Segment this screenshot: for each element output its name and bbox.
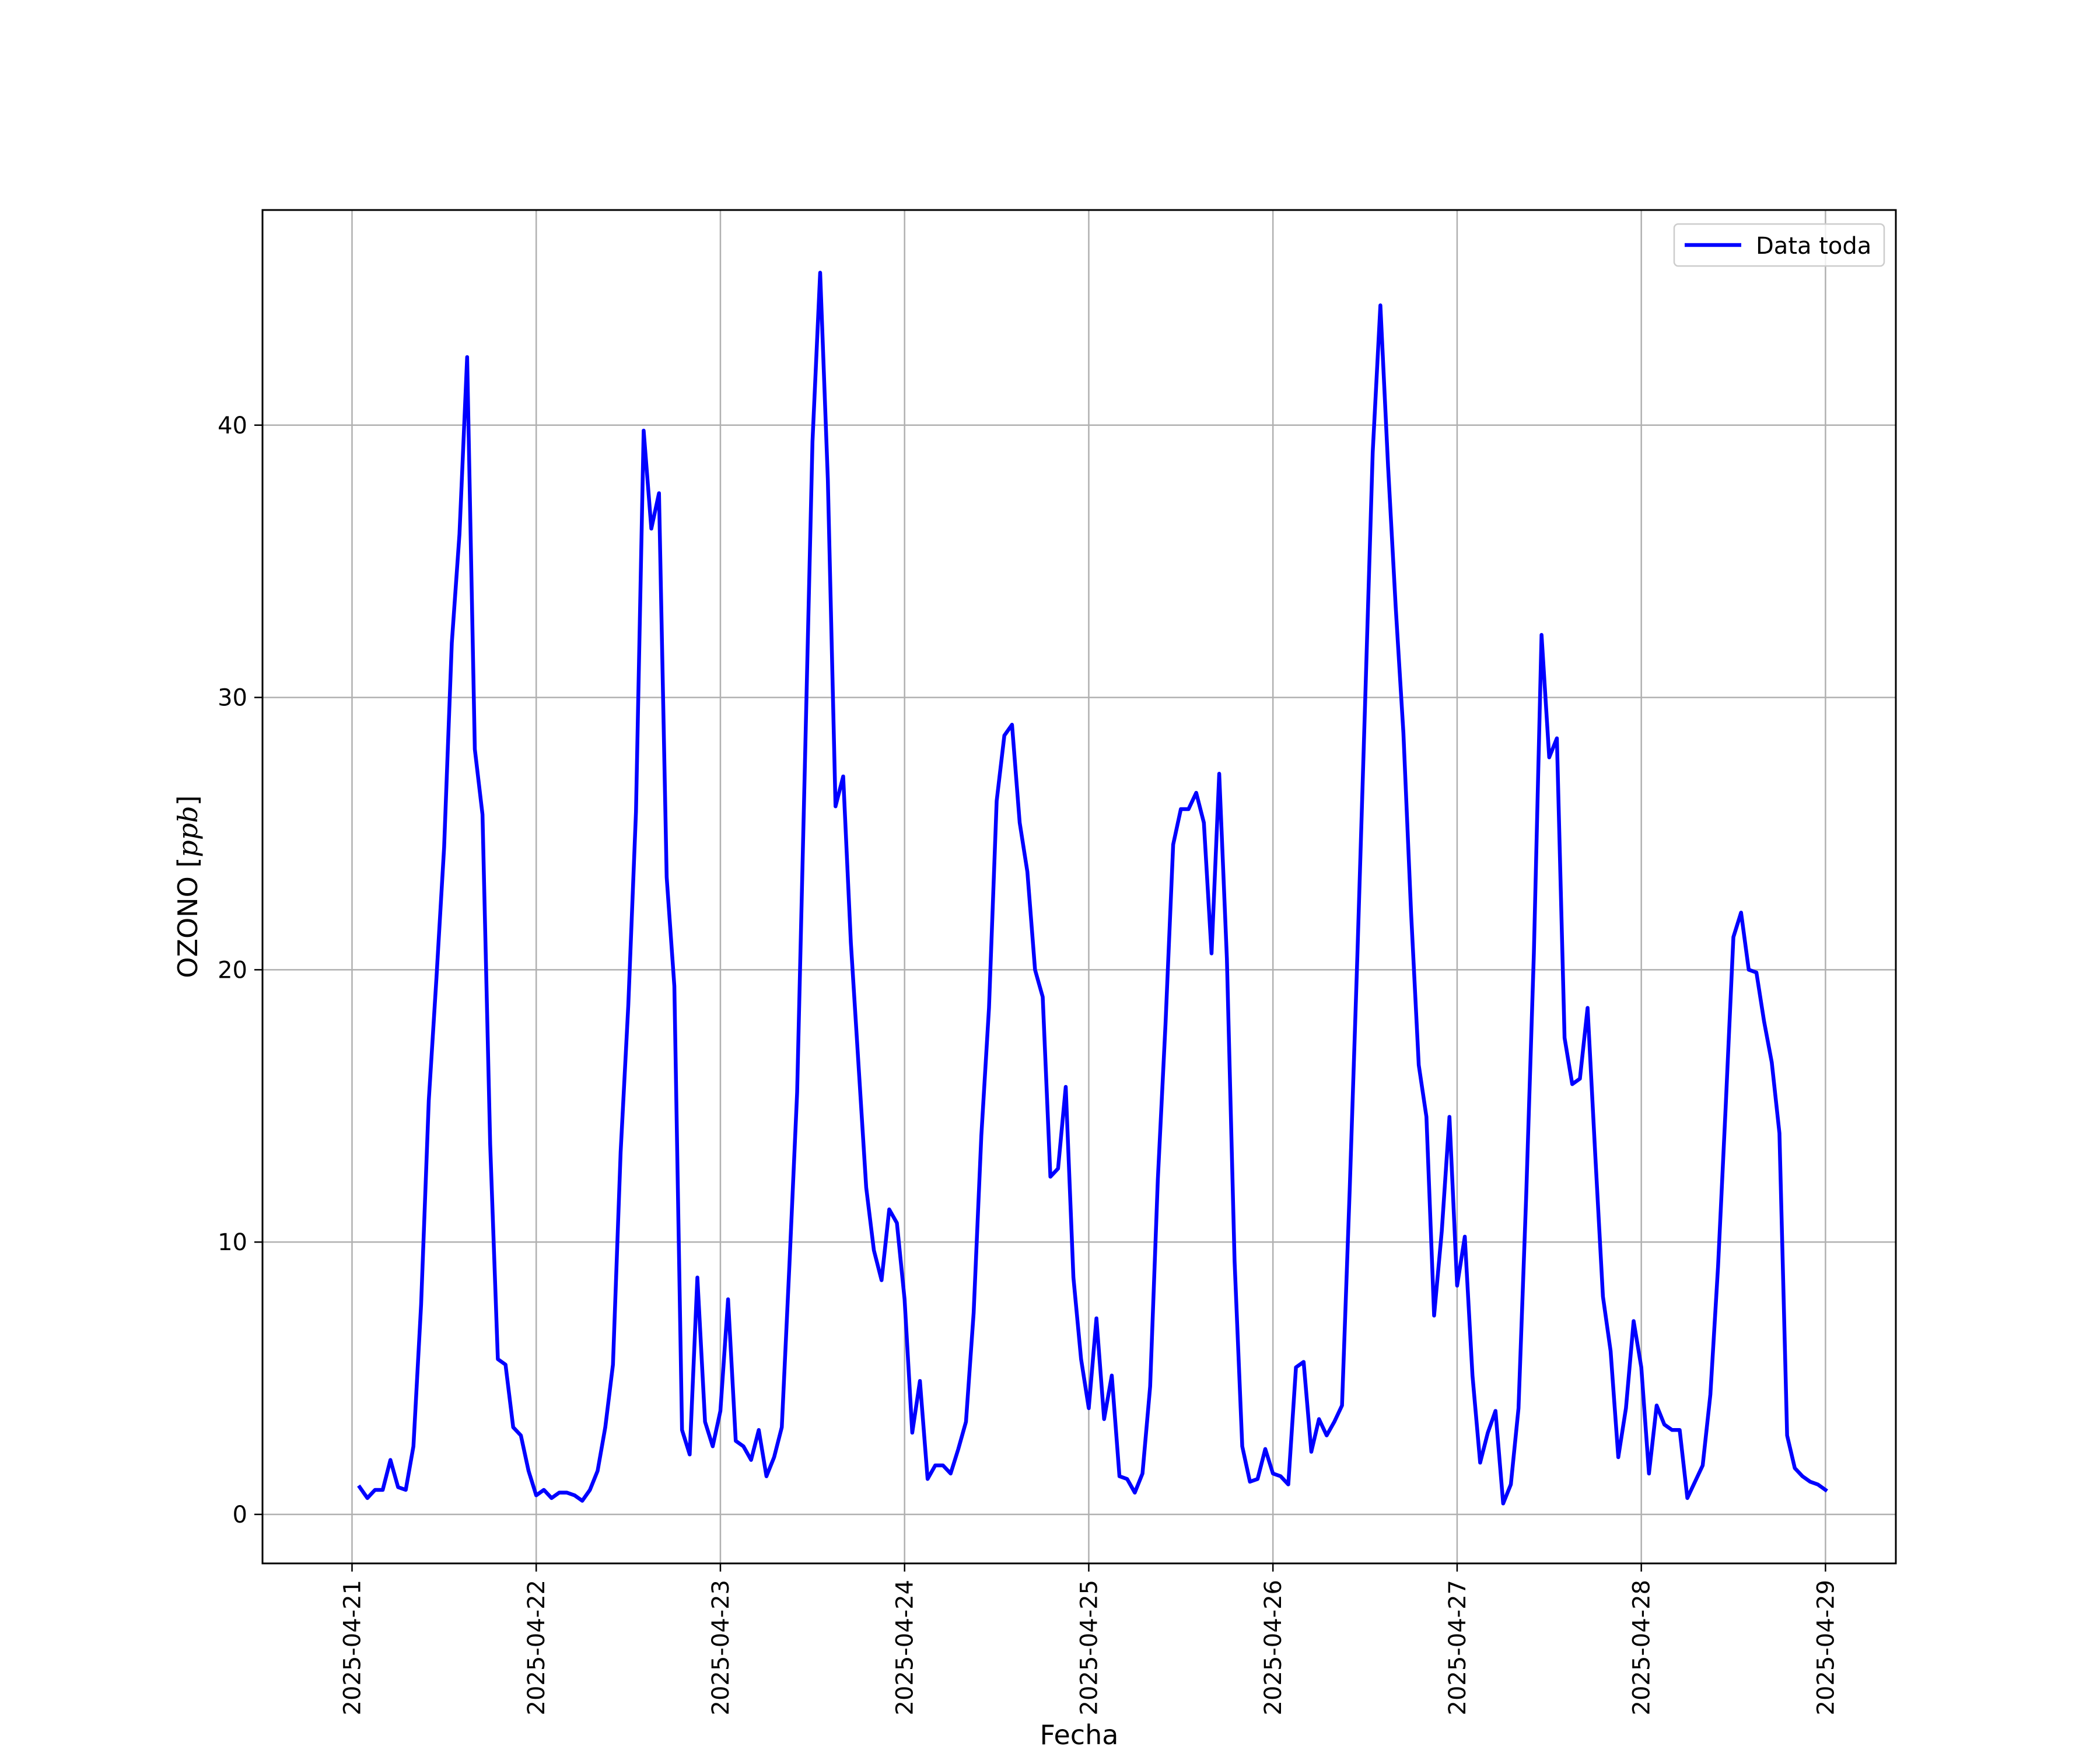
y-tick-label: 40: [218, 412, 247, 439]
x-tick-label: 2025-04-24: [892, 1580, 919, 1715]
legend-box: [1673, 223, 1885, 267]
x-tick-label: 2025-04-25: [1076, 1580, 1102, 1715]
grid: [262, 210, 1896, 1563]
y-axis-label: OZONO [ppb]: [172, 795, 204, 978]
x-tick-label: 2025-04-26: [1260, 1580, 1287, 1715]
legend-entry-label: Data toda: [1756, 233, 1871, 260]
legend: Data toda: [1673, 223, 1885, 267]
y-axis-label-bracket-open: [: [172, 858, 204, 868]
x-tick-label: 2025-04-21: [339, 1580, 366, 1715]
y-tick-label: 10: [218, 1229, 247, 1256]
y-tick-label: 20: [218, 957, 247, 984]
x-tick-label: 2025-04-23: [708, 1580, 734, 1715]
y-axis: 0 10 20 30 40: [218, 412, 262, 1528]
x-tick-label: 2025-04-22: [523, 1580, 550, 1715]
x-axis: 2025-04-21 2025-04-22 2025-04-23 2025-04-24…: [339, 1563, 1839, 1715]
series-layer: [357, 271, 1828, 1506]
y-tick-label: 0: [233, 1502, 247, 1528]
series-line-0: [357, 271, 1828, 1506]
x-tick-label: 2025-04-28: [1629, 1580, 1656, 1715]
plot-frame: [261, 209, 1897, 1565]
x-axis-label: Fecha: [1040, 1719, 1119, 1750]
x-tick-label: 2025-04-27: [1444, 1580, 1471, 1715]
y-axis-label-bracket-close: ]: [172, 795, 204, 806]
x-tick-label: 2025-04-29: [1812, 1580, 1839, 1715]
y-axis-label-unit: ppb: [172, 806, 204, 857]
y-tick-label: 30: [218, 685, 247, 712]
y-axis-label-text: OZONO: [172, 868, 204, 978]
